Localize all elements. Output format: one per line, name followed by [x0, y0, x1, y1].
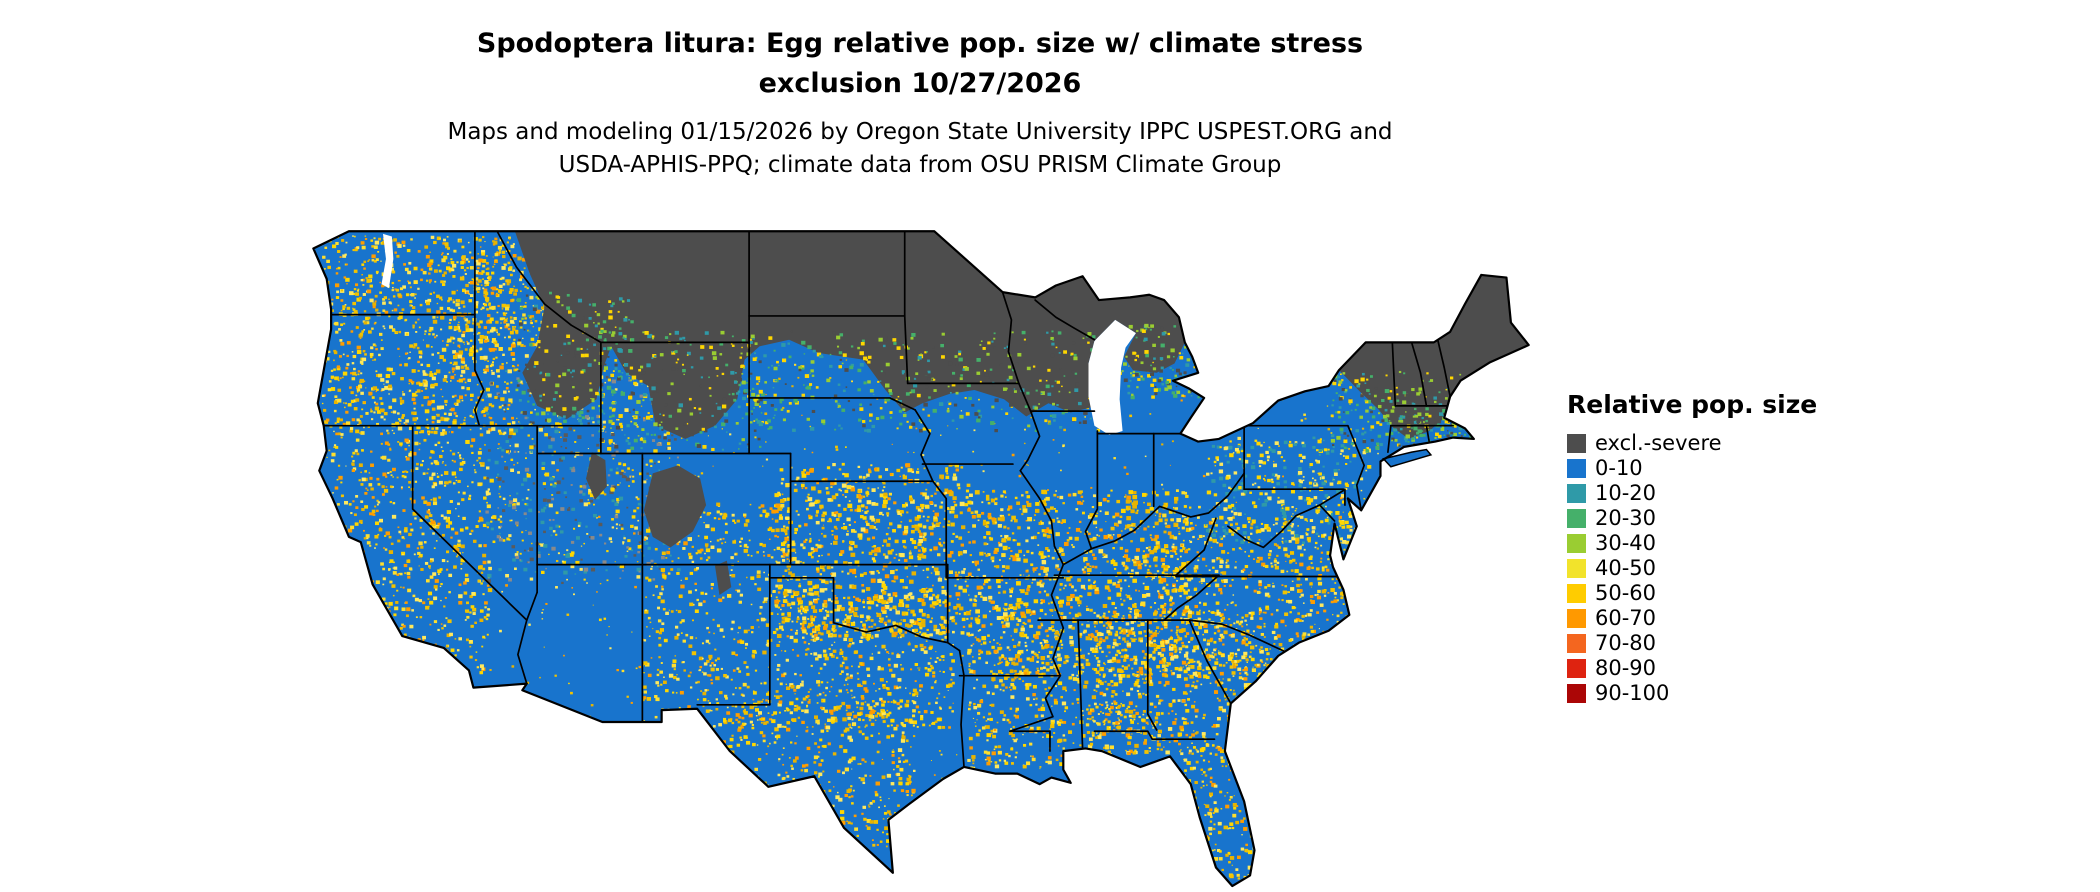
page-title: Spodoptera litura: Egg relative pop. siz…	[0, 24, 1840, 104]
legend-swatch-icon	[1567, 584, 1586, 603]
legend-item: 70-80	[1567, 631, 1847, 656]
us-map-svg	[300, 222, 1545, 890]
legend-item-label: 40-50	[1595, 556, 1657, 580]
legend-swatch-icon	[1567, 534, 1586, 553]
us-map	[300, 222, 1545, 890]
exclusion-severe-region	[514, 231, 1529, 596]
legend: Relative pop. size excl.-severe 0-10 10-20…	[1567, 390, 1847, 706]
title-line-1: Spodoptera litura: Egg relative pop. siz…	[476, 28, 1364, 59]
legend-swatch-icon	[1567, 634, 1586, 653]
legend-item-label: 80-90	[1595, 656, 1657, 680]
legend-item-label: 20-30	[1595, 506, 1657, 530]
long-island	[1383, 450, 1430, 467]
legend-item-label: 10-20	[1595, 481, 1657, 505]
legend-item-label: 70-80	[1595, 631, 1657, 655]
legend-item: 60-70	[1567, 606, 1847, 631]
title-line-2: exclusion 10/27/2026	[758, 68, 1082, 99]
legend-item-label: 30-40	[1595, 531, 1657, 555]
subtitle-line-2: USDA-APHIS-PPQ; climate data from OSU PR…	[558, 152, 1282, 178]
great-lakes-water	[381, 233, 1136, 435]
legend-item-label: 0-10	[1595, 456, 1643, 480]
legend-item: 50-60	[1567, 581, 1847, 606]
legend-swatch-icon	[1567, 684, 1586, 703]
legend-item: 20-30	[1567, 506, 1847, 531]
legend-swatch-icon	[1567, 659, 1586, 678]
legend-item: 90-100	[1567, 681, 1847, 706]
legend-swatch-icon	[1567, 609, 1586, 628]
legend-swatch-icon	[1567, 434, 1586, 453]
legend-swatch-icon	[1567, 484, 1586, 503]
legend-item: 0-10	[1567, 456, 1847, 481]
legend-item: 40-50	[1567, 556, 1847, 581]
legend-swatch-icon	[1567, 509, 1586, 528]
legend-rows: excl.-severe 0-10 10-20 20-30 30-40 40-50 50-6…	[1567, 431, 1847, 706]
legend-swatch-icon	[1567, 559, 1586, 578]
legend-item: 10-20	[1567, 481, 1847, 506]
subtitle-line-1: Maps and modeling 01/15/2026 by Oregon S…	[447, 119, 1393, 145]
page-subtitle: Maps and modeling 01/15/2026 by Oregon S…	[0, 116, 1840, 182]
legend-title: Relative pop. size	[1567, 390, 1818, 419]
legend-swatch-icon	[1567, 459, 1586, 478]
legend-item-label: 50-60	[1595, 581, 1657, 605]
us-outline	[313, 231, 1528, 886]
state-borders	[324, 231, 1453, 767]
legend-item: 30-40	[1567, 531, 1847, 556]
legend-item-label: excl.-severe	[1595, 431, 1722, 455]
legend-item-label: 90-100	[1595, 681, 1670, 705]
legend-item-label: 60-70	[1595, 606, 1657, 630]
legend-item: 80-90	[1567, 656, 1847, 681]
legend-item: excl.-severe	[1567, 431, 1847, 456]
